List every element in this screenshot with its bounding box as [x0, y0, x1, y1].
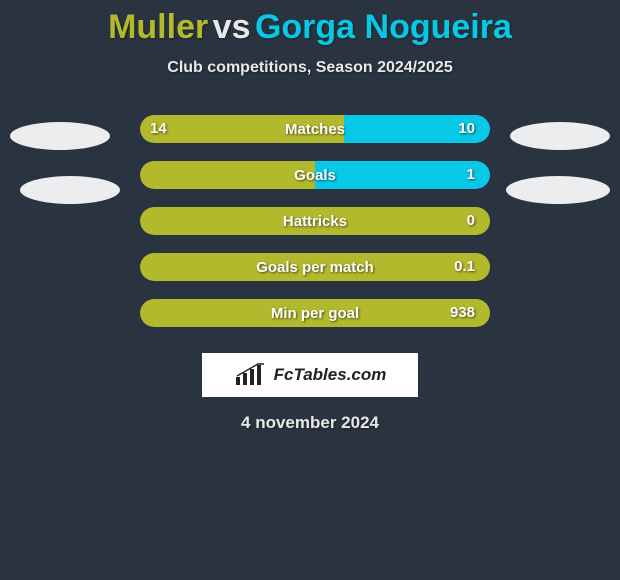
bar-track: Goals [140, 161, 490, 189]
stat-row: Hattricks 0 [0, 197, 620, 243]
stat-value-player2: 0.1 [454, 243, 475, 289]
footer-logo-text: FcTables.com [274, 365, 387, 385]
stat-label: Goals [140, 161, 490, 189]
stat-label: Goals per match [140, 253, 490, 281]
stat-row: Min per goal 938 [0, 289, 620, 335]
footer-logo: FcTables.com [202, 353, 418, 397]
player2-name: Gorga Nogueira [255, 8, 512, 46]
bar-track: Hattricks [140, 207, 490, 235]
bar-track: Goals per match [140, 253, 490, 281]
player1-name: Muller [108, 8, 208, 46]
stat-label: Min per goal [140, 299, 490, 327]
stat-value-player2: 1 [467, 151, 475, 197]
vs-text: vs [213, 8, 251, 46]
comparison-title: Muller vs Gorga Nogueira [0, 0, 620, 47]
stat-value-player2: 0 [467, 197, 475, 243]
stat-row: Matches 14 10 [0, 105, 620, 151]
stat-value-player1: 14 [150, 105, 167, 151]
bar-track: Matches [140, 115, 490, 143]
bars-icon [234, 363, 268, 387]
stat-row: Goals 1 [0, 151, 620, 197]
bar-track: Min per goal [140, 299, 490, 327]
stat-value-player2: 10 [458, 105, 475, 151]
stat-rows: Matches 14 10 Goals 1 Hattricks 0 Goals … [0, 105, 620, 335]
stat-value-player2: 938 [450, 289, 475, 335]
stat-row: Goals per match 0.1 [0, 243, 620, 289]
subtitle: Club competitions, Season 2024/2025 [0, 59, 620, 77]
date: 4 november 2024 [0, 413, 620, 433]
stat-label: Hattricks [140, 207, 490, 235]
stat-label: Matches [140, 115, 490, 143]
